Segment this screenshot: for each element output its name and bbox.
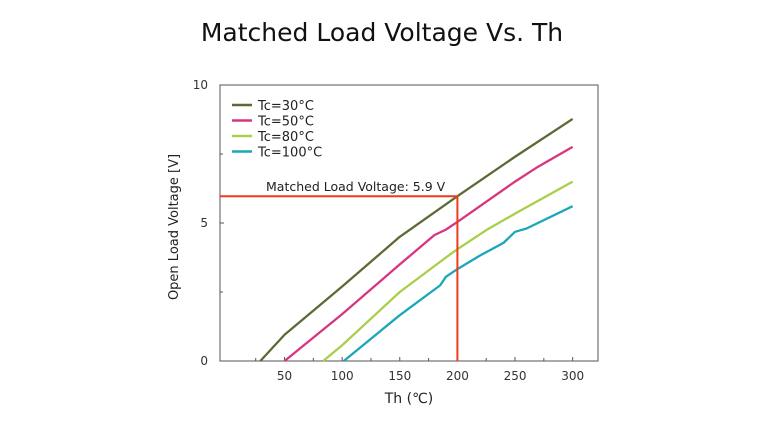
annotation-label: Matched Load Voltage: 5.9 V xyxy=(266,179,446,194)
x-tick-label: 50 xyxy=(277,369,292,383)
series-line-1 xyxy=(283,145,574,362)
y-tick-label: 0 xyxy=(200,354,208,368)
legend-label: Tc=30°C xyxy=(257,99,314,114)
legend-label: Tc=50°C xyxy=(257,115,314,130)
legend-label: Tc=80°C xyxy=(257,130,314,145)
y-tick-label: 5 xyxy=(200,216,208,230)
series-line-3 xyxy=(343,205,574,362)
matched-load-marker xyxy=(220,195,459,361)
legend-label: Tc=100°C xyxy=(257,146,322,161)
x-tick-label: 200 xyxy=(446,369,469,383)
x-tick-label: 300 xyxy=(561,369,584,383)
chart-title: Matched Load Voltage Vs. Th xyxy=(200,18,564,47)
x-tick-label: 100 xyxy=(331,369,354,383)
y-axis-label: Open Load Voltage [V] xyxy=(167,154,182,300)
y-tick-label: 10 xyxy=(193,78,208,92)
x-axis-label: Th (℃) xyxy=(384,391,434,407)
series-line-0 xyxy=(259,117,574,362)
x-tick-label: 150 xyxy=(388,369,411,383)
series-line-2 xyxy=(322,180,574,362)
x-tick-label: 250 xyxy=(504,369,527,383)
